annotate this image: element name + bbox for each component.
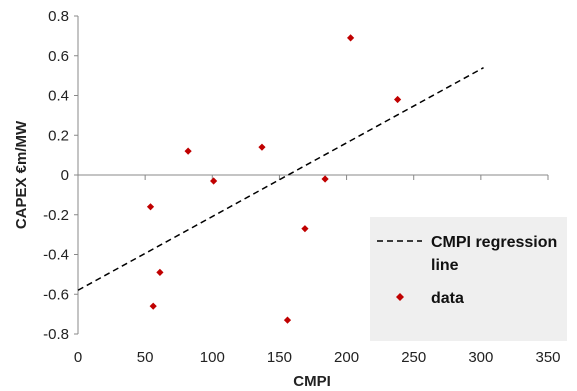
data-point [283,316,292,324]
data-point [156,268,164,276]
y-tick-label: 0.4 [48,88,69,105]
x-tick-label: 100 [200,349,225,366]
data-point [184,147,192,155]
legend [370,217,567,341]
data-point [394,95,402,104]
data-points [146,34,402,324]
y-axis-title: CAPEX €m/MW [13,120,30,229]
regression-line [77,67,484,291]
y-tick-label: 0.8 [48,8,69,25]
x-tick-marks [77,175,549,180]
y-tick-label: -0.6 [43,286,69,303]
legend-label-regression: CMPI regression [431,234,557,251]
x-tick-label: 200 [334,349,359,366]
y-tick-label: -0.8 [43,326,69,343]
x-tick-label: 150 [267,349,292,366]
data-point [321,175,329,183]
y-tick-label: 0 [61,167,69,184]
x-tick-label: 250 [401,349,426,366]
y-tick-labels: -0.8 -0.6 -0.4 -0.2 0 0.2 0.4 0.6 0.8 [43,8,69,343]
data-point [149,302,157,310]
y-tick-marks [74,15,78,335]
y-tick-label: 0.2 [48,127,69,144]
data-point [210,177,218,185]
legend-label-data: data [431,290,464,307]
data-point [258,143,266,151]
x-tick-label: 300 [468,349,493,366]
data-point [301,225,309,233]
x-tick-labels: 0 50 100 150 200 250 300 350 [74,349,561,366]
y-tick-label: -0.2 [43,207,69,224]
x-tick-label: 350 [535,349,560,366]
legend-marker-sample [396,293,404,301]
y-tick-label: 0.6 [48,48,69,65]
x-tick-label: 50 [137,349,154,366]
x-axis-title: CMPI [293,373,331,390]
data-point [347,34,355,42]
data-point [146,203,155,211]
x-tick-label: 0 [74,349,82,366]
legend-label-regression-continued: line [431,257,459,274]
y-tick-label: -0.4 [43,247,69,264]
legend-background [370,217,567,341]
